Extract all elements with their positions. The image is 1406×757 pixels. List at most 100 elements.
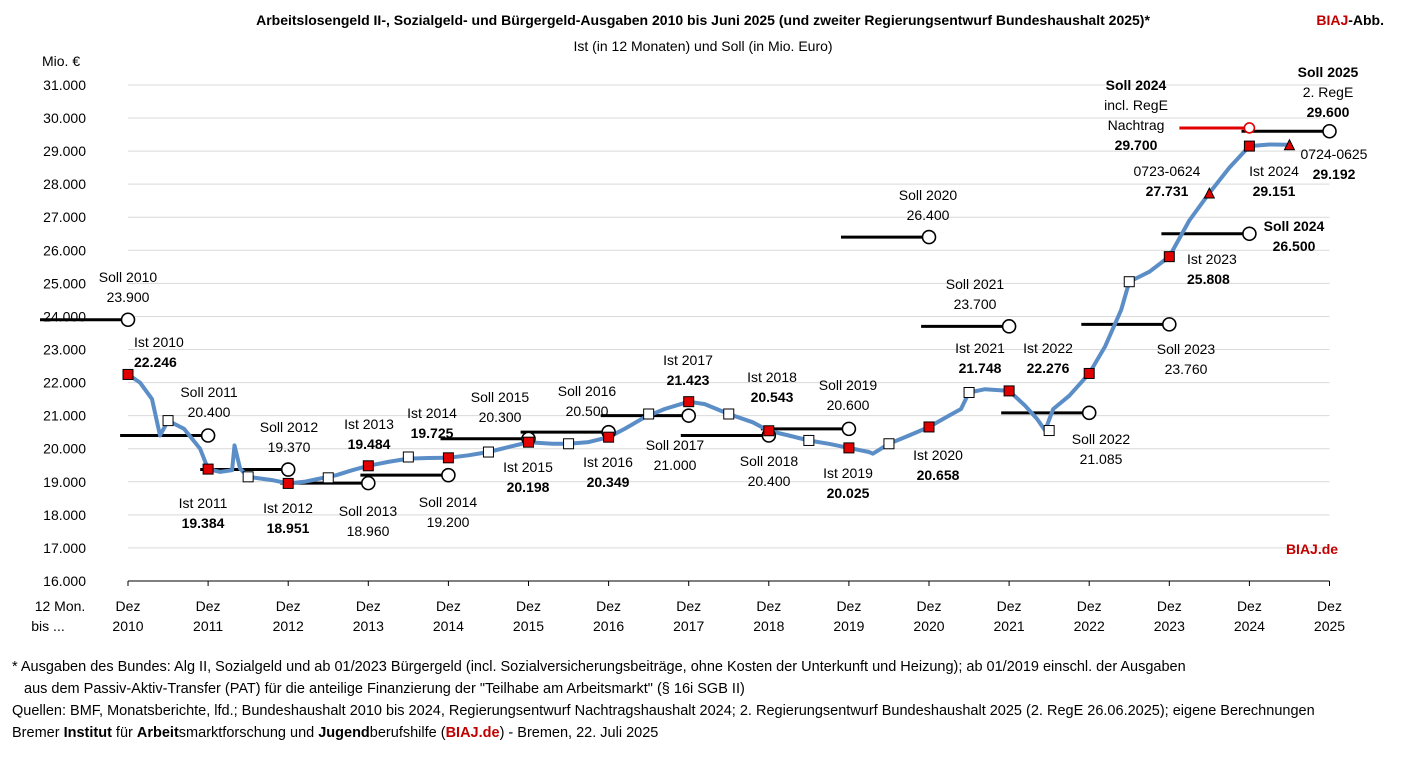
x-tick-label: Dez bbox=[1237, 598, 1262, 614]
x-tick-label: Dez bbox=[756, 598, 781, 614]
data-label: 23.900 bbox=[107, 289, 150, 305]
x-tick-label: 2025 bbox=[1314, 618, 1345, 634]
soll-point bbox=[1001, 319, 1017, 334]
soll-point bbox=[1162, 317, 1177, 332]
data-label: 21.000 bbox=[654, 457, 697, 473]
data-label: 0724-0625 bbox=[1301, 146, 1368, 162]
ist-year-point bbox=[202, 463, 214, 475]
x-tick-label: 2010 bbox=[112, 618, 143, 634]
ist-midyear-point bbox=[402, 451, 414, 463]
data-label: 20.300 bbox=[479, 409, 522, 425]
footer: * Ausgaben des Bundes: Alg II, Sozialgel… bbox=[12, 656, 1315, 744]
inst-text: ) - Bremen, 22. Juli 2025 bbox=[499, 725, 659, 741]
x-tick-label: Dez bbox=[1157, 598, 1182, 614]
y-tick-label: 16.000 bbox=[43, 573, 86, 589]
data-label: Ist 2014 bbox=[407, 405, 457, 421]
x-tick-label: 2021 bbox=[994, 618, 1025, 634]
x-tick-label: 2019 bbox=[833, 618, 864, 634]
data-label: Soll 2024 bbox=[1106, 77, 1167, 93]
data-label: Ist 2013 bbox=[344, 416, 394, 432]
data-label: Ist 2016 bbox=[583, 454, 633, 470]
data-label: 23.700 bbox=[954, 296, 997, 312]
soll-point bbox=[280, 462, 296, 477]
ist-midyear-point bbox=[242, 471, 254, 483]
y-tick-label: 30.000 bbox=[43, 110, 86, 126]
x-tick-label: Dez bbox=[276, 598, 301, 614]
data-label: Soll 2018 bbox=[740, 453, 799, 469]
soll-point bbox=[120, 312, 136, 328]
y-tick-label: 28.000 bbox=[43, 176, 86, 192]
footnote-1: * Ausgaben des Bundes: Alg II, Sozialgel… bbox=[12, 659, 1186, 675]
data-label: 27.731 bbox=[1146, 183, 1189, 199]
ist-year-point bbox=[282, 477, 294, 489]
ist-midyear-point bbox=[883, 438, 895, 450]
data-label: Ist 2015 bbox=[503, 459, 553, 475]
inst-text: smarktforschung und bbox=[178, 725, 319, 741]
y-tick-label: 27.000 bbox=[43, 209, 86, 225]
soll-point bbox=[1242, 226, 1257, 242]
data-label: 29.192 bbox=[1313, 166, 1356, 182]
data-label: Soll 2012 bbox=[260, 419, 319, 435]
x-tick-label: 2013 bbox=[353, 618, 384, 634]
data-label: Ist 2023 bbox=[1187, 251, 1237, 267]
data-label: 20.198 bbox=[507, 479, 550, 495]
inst-text: Bremer bbox=[12, 725, 64, 741]
data-label: Ist 2020 bbox=[913, 447, 963, 463]
data-label: 26.400 bbox=[907, 207, 950, 223]
y-axis-label: Mio. € bbox=[42, 53, 80, 69]
ist-year-point bbox=[1243, 140, 1255, 152]
y-tick-label: 23.000 bbox=[43, 342, 86, 358]
y-tick-label: 29.000 bbox=[43, 143, 86, 159]
data-label: 2. RegE bbox=[1303, 84, 1354, 100]
data-label: Soll 2023 bbox=[1157, 341, 1216, 357]
soll-point bbox=[921, 229, 937, 245]
data-label: Soll 2010 bbox=[99, 269, 158, 285]
ist-midyear-point bbox=[322, 472, 334, 484]
footnote-institute: Bremer Institut für Arbeitsmarktforschun… bbox=[12, 722, 1315, 744]
chart-title: Arbeitslosengeld II-, Sozialgeld- und Bü… bbox=[256, 12, 1150, 28]
chart-subtitle: Ist (in 12 Monaten) und Soll (in Mio. Eu… bbox=[573, 38, 833, 54]
ist-year-point bbox=[1003, 385, 1015, 397]
soll-point bbox=[1081, 405, 1097, 421]
ist-midyear-point bbox=[482, 446, 494, 458]
x-tick-label: 2011 bbox=[193, 618, 223, 634]
x-axis-label: bis ... bbox=[31, 618, 64, 634]
x-tick-label: Dez bbox=[596, 598, 621, 614]
data-label: Soll 2020 bbox=[899, 187, 958, 203]
data-label: Soll 2015 bbox=[471, 389, 530, 405]
brand-rest: -Abb. bbox=[1348, 12, 1384, 28]
x-tick-label: 2016 bbox=[593, 618, 624, 634]
data-label: Ist 2021 bbox=[955, 340, 1005, 356]
data-label: 21.748 bbox=[959, 360, 1002, 376]
ist-year-point bbox=[362, 460, 374, 472]
ist-rolling-point bbox=[1203, 186, 1216, 199]
data-label: 19.725 bbox=[411, 425, 454, 441]
x-tick-label: 2023 bbox=[1154, 618, 1185, 634]
soll-point bbox=[841, 421, 857, 437]
inst-link[interactable]: BIAJ.de bbox=[445, 725, 500, 741]
ist-year-point bbox=[843, 442, 855, 454]
x-tick-label: Dez bbox=[116, 598, 141, 614]
data-label: Soll 2016 bbox=[558, 383, 617, 399]
x-tick-label: Dez bbox=[917, 598, 942, 614]
ist-year-point bbox=[442, 452, 454, 464]
y-tick-label: 31.000 bbox=[43, 77, 86, 93]
data-label: 20.543 bbox=[751, 389, 794, 405]
ist-year-point bbox=[122, 368, 134, 380]
ist-year-point bbox=[1163, 251, 1175, 263]
x-tick-label: Dez bbox=[356, 598, 381, 614]
data-label: 29.700 bbox=[1115, 137, 1158, 153]
y-tick-label: 24.000 bbox=[43, 308, 86, 324]
data-label: 18.951 bbox=[267, 520, 310, 536]
y-tick-label: 21.000 bbox=[43, 408, 86, 424]
x-tick-label: Dez bbox=[196, 598, 221, 614]
x-axis-label: 12 Mon. bbox=[35, 598, 86, 614]
x-tick-label: Dez bbox=[997, 598, 1022, 614]
x-tick-label: Dez bbox=[1317, 598, 1342, 614]
data-label: Ist 2010 bbox=[134, 334, 184, 350]
data-label: Ist 2022 bbox=[1023, 340, 1073, 356]
x-tick-label: Dez bbox=[516, 598, 541, 614]
data-label: Soll 2024 bbox=[1264, 218, 1325, 234]
y-tick-label: 17.000 bbox=[43, 540, 86, 556]
ist-year-point bbox=[523, 436, 534, 448]
